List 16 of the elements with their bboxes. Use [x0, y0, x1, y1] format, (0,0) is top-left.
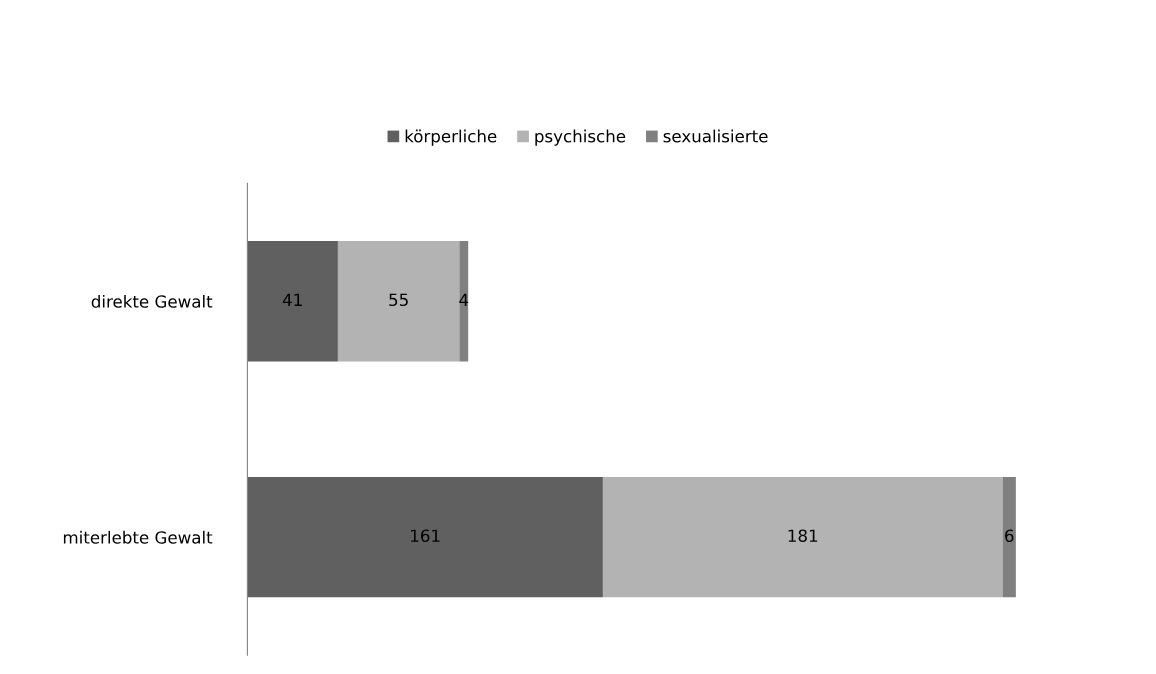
legend-label: sexualisierte [663, 129, 768, 143]
bar [337, 241, 460, 362]
y-tick-label: direkte Gewalt [91, 294, 213, 308]
bar [1002, 477, 1016, 598]
data-label: 181 [788, 529, 818, 543]
y-tick-label: miterlebte Gewalt [63, 530, 213, 544]
data-label: 55 [389, 293, 408, 307]
data-label: 161 [411, 529, 440, 543]
data-label: 6 [1005, 529, 1014, 543]
bar [459, 241, 469, 362]
data-label: 41 [282, 293, 302, 306]
bar [247, 241, 338, 362]
bar [602, 477, 1003, 598]
legend-label: körperliche [405, 129, 497, 146]
bar [247, 477, 603, 598]
legend-label: psychische [535, 129, 626, 146]
